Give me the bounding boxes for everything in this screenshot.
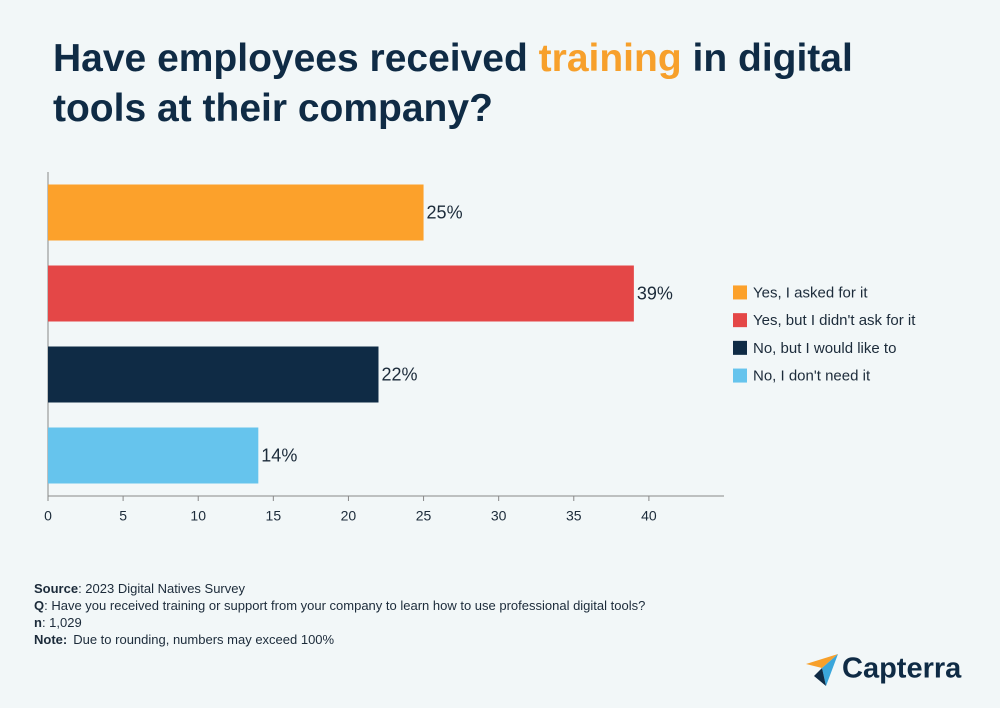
title-part: in digital tools at their company?: [53, 37, 853, 130]
x-tick-label: 15: [266, 508, 282, 524]
logo-icon: [806, 654, 838, 686]
x-tick-label: 40: [641, 508, 657, 524]
legend-label: Yes, I asked for it: [753, 284, 868, 301]
footnote: n: 1,029: [34, 615, 82, 630]
bar: [48, 427, 259, 484]
x-tick-label: 35: [566, 508, 582, 524]
value-label: 25%: [427, 202, 463, 222]
bar: [48, 184, 424, 241]
footnote-text: : 1,029: [42, 615, 82, 630]
title-part: Have employees received: [53, 37, 528, 80]
footnote-text: Due to rounding, numbers may exceed 100%: [73, 632, 334, 647]
footnote-label: n: [34, 615, 42, 630]
footnote-label: Q: [34, 598, 44, 613]
footnote-label: Note:: [34, 632, 67, 647]
x-tick-label: 10: [190, 508, 206, 524]
legend-swatch: [733, 285, 747, 300]
footnote-label: Source: [34, 581, 78, 596]
legend-label: No, but I would like to: [753, 340, 896, 357]
legend-swatch: [733, 340, 747, 355]
footnote-text: : 2023 Digital Natives Survey: [78, 581, 245, 596]
value-label: 22%: [381, 364, 417, 384]
bar: [48, 265, 634, 322]
x-tick-label: 25: [416, 508, 432, 524]
x-tick-label: 0: [44, 508, 52, 524]
footnote: Source: 2023 Digital Natives Survey: [34, 581, 245, 596]
bar: [48, 346, 379, 403]
logo-text: Capterra: [842, 653, 962, 685]
title-highlight: training: [538, 37, 682, 80]
x-tick-label: 20: [341, 508, 357, 524]
footnote: Note: Due to rounding, numbers may exceed…: [34, 632, 335, 647]
footnote: Q: Have you received training or support…: [34, 598, 645, 613]
x-tick-label: 30: [491, 508, 507, 524]
value-label: 39%: [637, 283, 673, 303]
legend-label: Yes, but I didn't ask for it: [753, 312, 916, 329]
x-tick-label: 5: [119, 508, 127, 524]
legend-swatch: [733, 368, 747, 383]
value-label: 14%: [261, 445, 297, 465]
footnote-text: : Have you received training or support …: [44, 598, 645, 613]
chart-title: Have employees received training in digi…: [53, 34, 953, 134]
legend-label: No, I don't need it: [753, 368, 871, 385]
legend-swatch: [733, 313, 747, 328]
